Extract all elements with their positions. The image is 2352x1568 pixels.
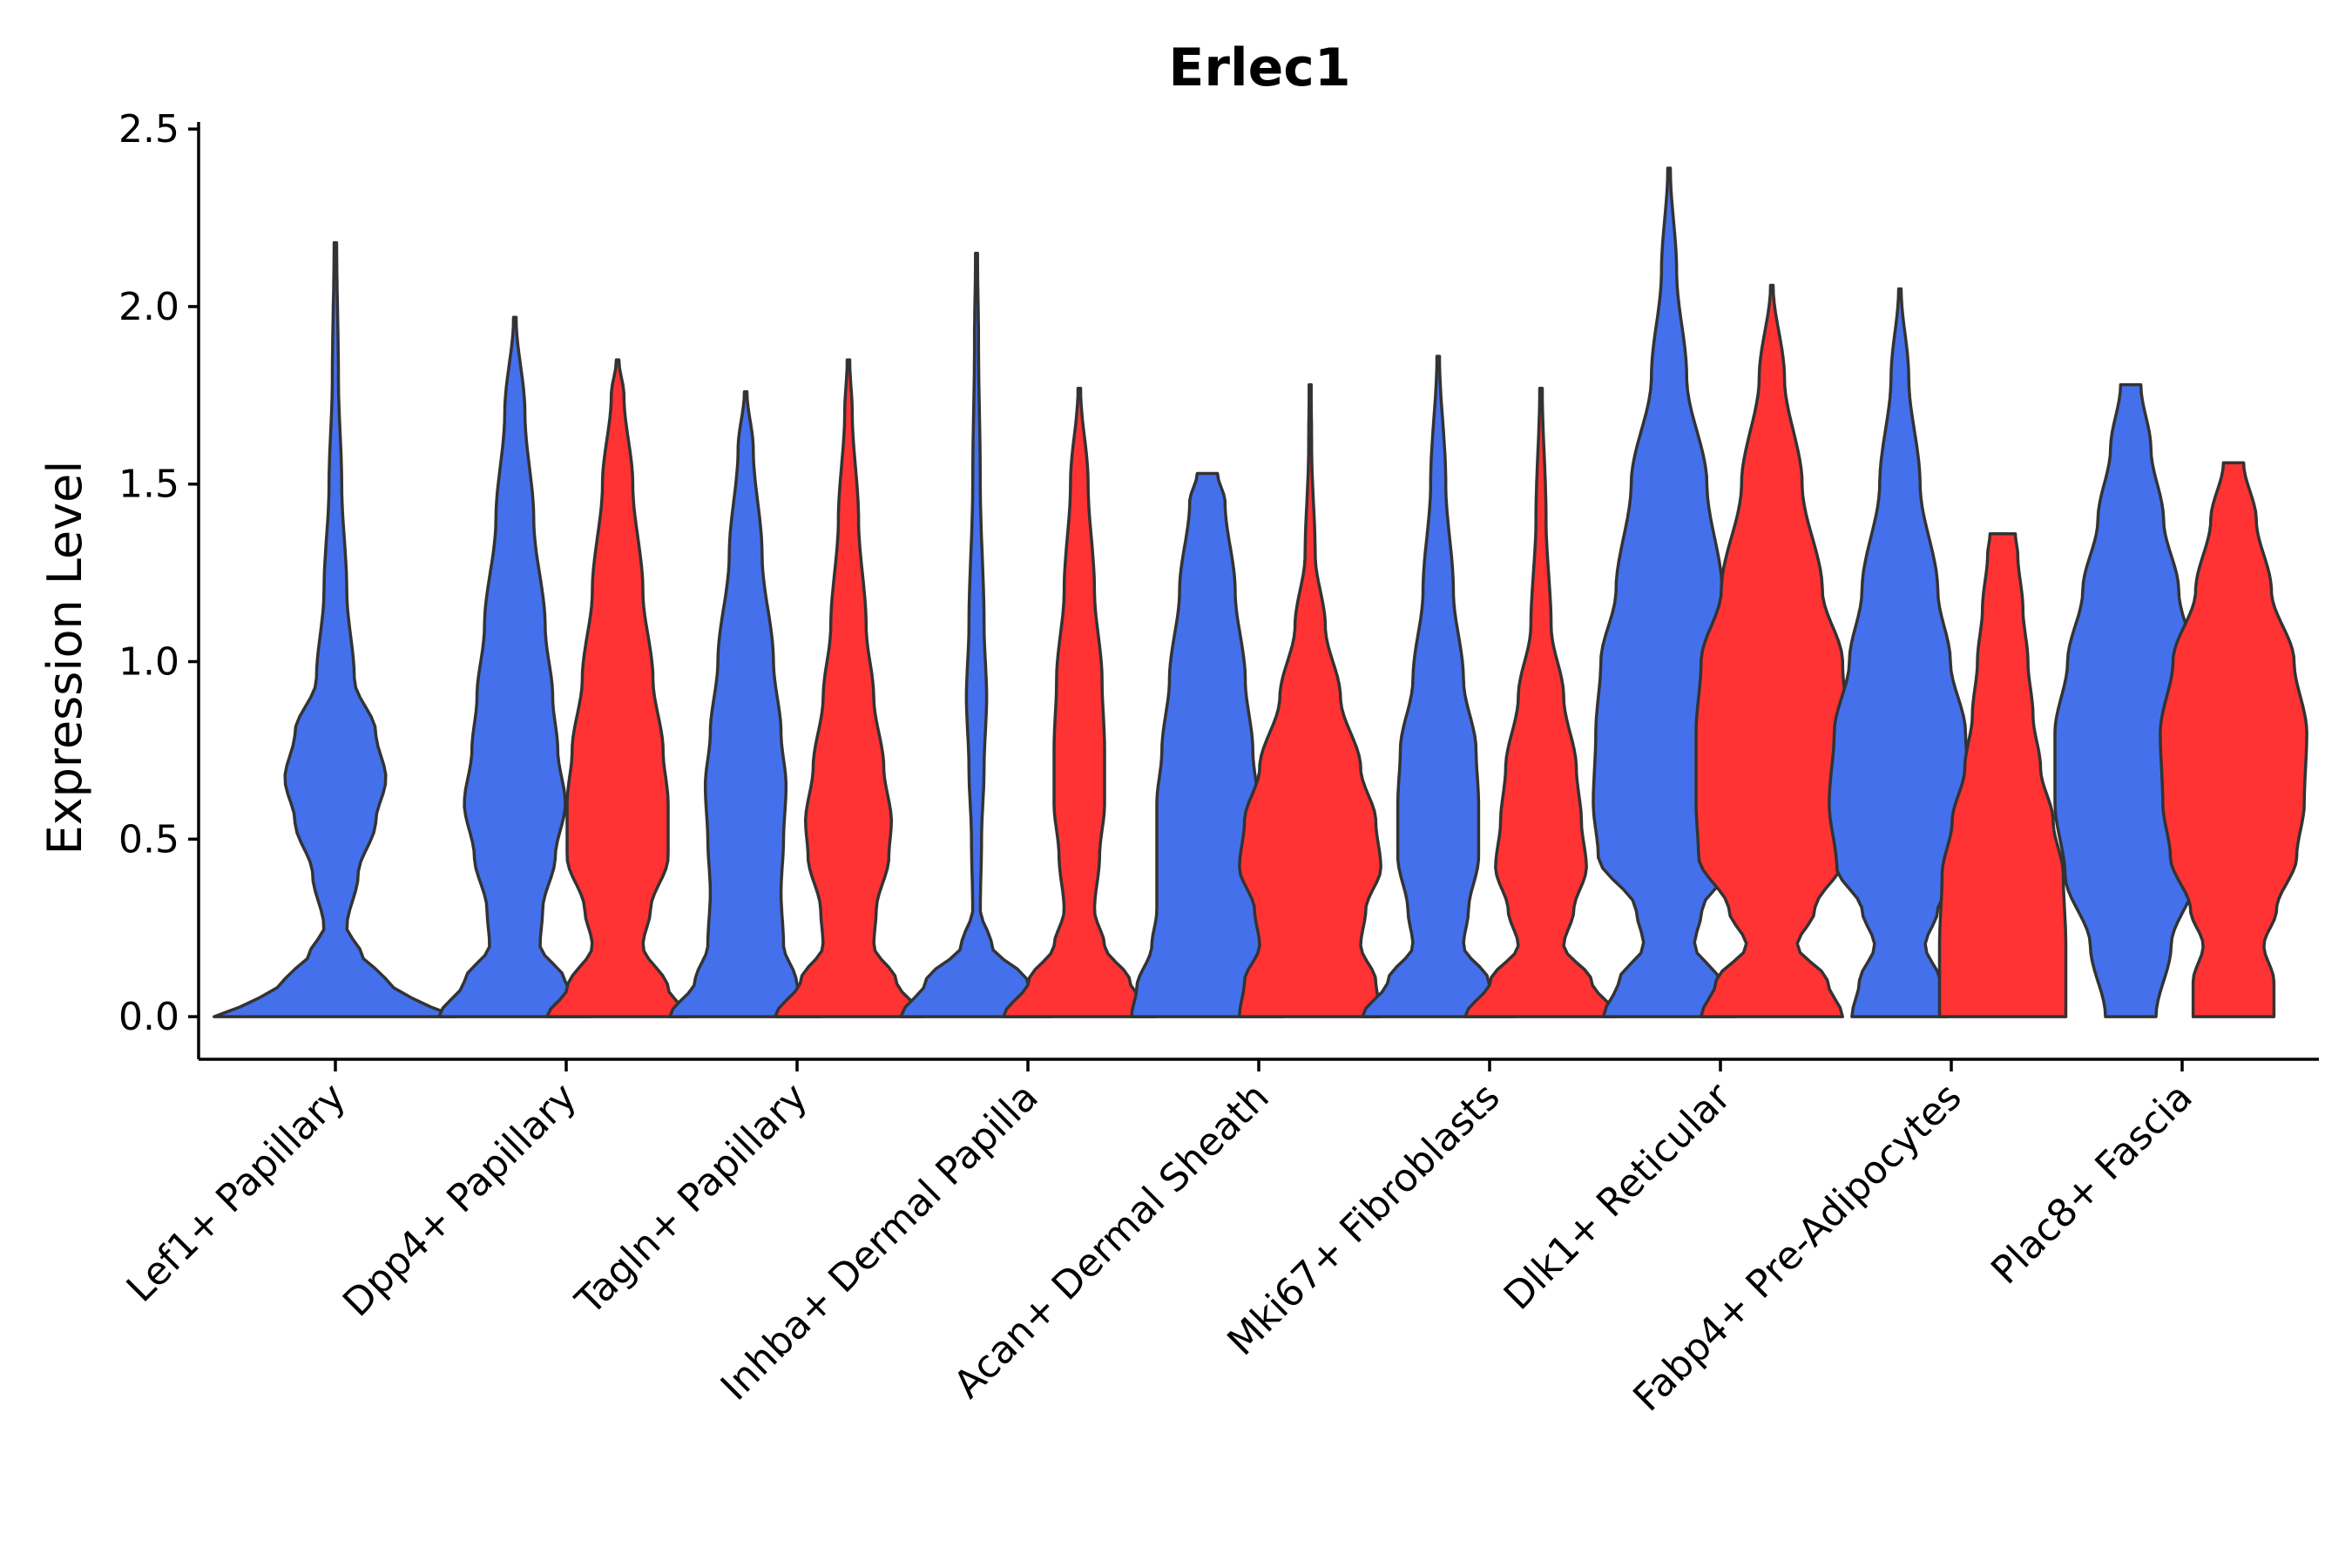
chart-title: Erlec1 (1168, 37, 1350, 98)
violin-dlk1-reticular-group2 (1694, 283, 1849, 1018)
x-tick-label: Dlk1+ Reticular (1496, 1074, 1740, 1319)
x-tick-label: Dpp4+ Papillary (335, 1075, 585, 1326)
y-axis-label: Expression Level (37, 461, 92, 855)
violins-group (213, 166, 2308, 1018)
violin-lef1-papillary-group1 (213, 240, 458, 1018)
violin-mki67-fibroblasts-group1 (1361, 355, 1516, 1018)
violin-mki67-fibroblasts-group2 (1463, 386, 1619, 1018)
y-tick-label: 1.5 (118, 463, 179, 507)
x-tick-label: Tagln+ Papillary (567, 1075, 816, 1324)
x-tick-label: Plac8+ Fascia (1983, 1075, 2201, 1294)
y-axis: 0.0 0.5 1.0 1.5 2.0 2.5 (118, 107, 200, 1059)
violin-plac8-fascia-group2 (2159, 461, 2308, 1018)
y-tick-label: 2.0 (118, 285, 179, 329)
violin-inhba-dermal-papilla-group1 (899, 252, 1054, 1018)
violin-fabp4-pre-adipocytes-group2 (1937, 532, 2068, 1018)
y-tick-label: 2.5 (118, 107, 179, 152)
violin-inhba-dermal-papilla-group2 (1002, 386, 1157, 1018)
violin-tagln-papillary-group1 (668, 390, 823, 1018)
y-tick-label: 1.0 (118, 640, 179, 685)
violin-dpp4-papillary-group2 (545, 358, 690, 1018)
violin-acan-dermal-sheath-group2 (1238, 382, 1382, 1018)
x-tick-label: Lef1+ Papillary (118, 1075, 355, 1311)
violin-dpp4-papillary-group1 (437, 315, 592, 1018)
violin-tagln-papillary-group2 (774, 358, 923, 1018)
y-tick-label: 0.5 (118, 817, 179, 862)
y-tick-label: 0.0 (118, 995, 179, 1039)
